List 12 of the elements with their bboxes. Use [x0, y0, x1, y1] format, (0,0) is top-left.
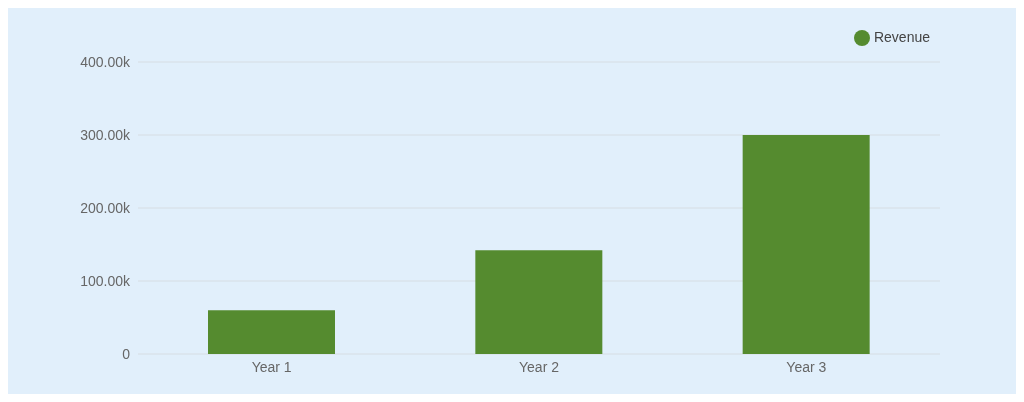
y-tick-label: 100.00k — [80, 272, 131, 289]
x-tick-label: Year 2 — [519, 358, 560, 375]
x-tick-label: Year 3 — [786, 358, 827, 375]
y-tick-label: 0 — [122, 345, 131, 362]
legend-label: Revenue — [873, 29, 930, 45]
bar — [208, 310, 335, 354]
y-tick-label: 200.00k — [80, 199, 131, 216]
y-tick-label: 400.00k — [80, 53, 131, 70]
bar — [475, 250, 603, 354]
y-tick-label: 300.00k — [80, 126, 131, 143]
x-tick-label: Year 1 — [251, 358, 292, 375]
bar — [742, 135, 870, 354]
